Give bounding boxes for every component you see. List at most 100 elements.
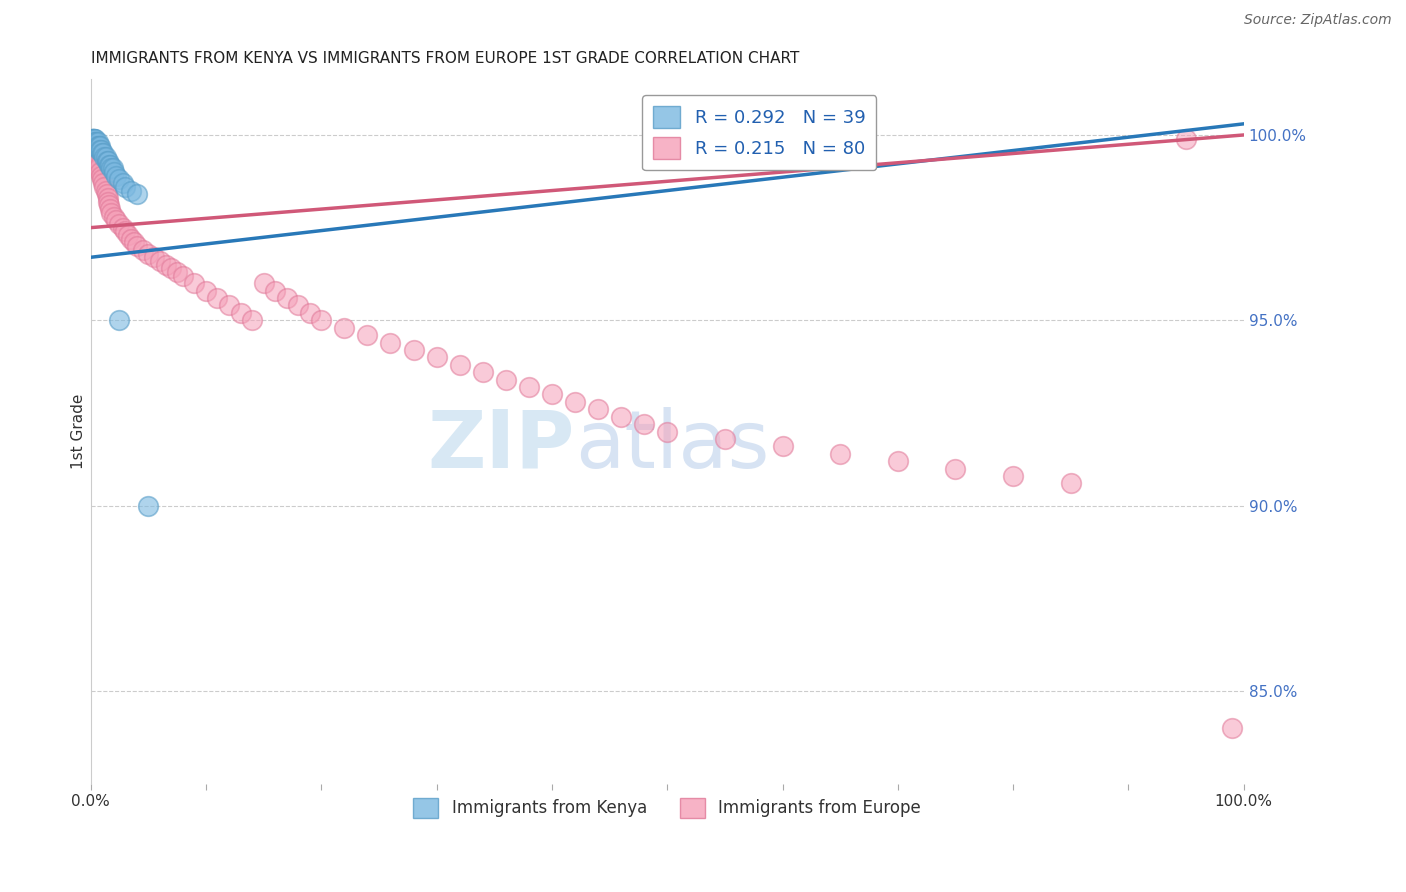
Point (136, 246, 159, 260)
Point (83, 136, 105, 150)
Point (84, 136, 107, 150)
Point (426, 351, 449, 365)
Point (82, 143, 104, 157)
Point (98, 158, 121, 172)
Point (108, 217, 131, 231)
Y-axis label: 1st Grade: 1st Grade (72, 394, 86, 469)
Point (83, 139, 105, 153)
Point (564, 395, 586, 409)
Point (657, 425, 679, 439)
Point (772, 439, 794, 453)
Point (82, 131, 104, 145)
Point (830, 447, 852, 461)
Point (87, 161, 110, 176)
Point (84, 139, 107, 153)
Point (83, 146, 105, 161)
Point (108, 313, 131, 327)
Point (149, 254, 172, 268)
Point (100, 206, 122, 220)
Point (1175, 131, 1198, 145)
Point (449, 358, 471, 372)
Point (111, 220, 134, 235)
Point (309, 313, 332, 327)
Point (1060, 476, 1083, 491)
Point (298, 306, 321, 320)
Point (111, 176, 134, 190)
Text: Source: ZipAtlas.com: Source: ZipAtlas.com (1244, 13, 1392, 28)
Point (91, 146, 114, 161)
Point (166, 265, 188, 279)
Point (117, 228, 139, 243)
Point (356, 328, 378, 343)
Text: ZIP: ZIP (427, 407, 575, 484)
Point (1220, 721, 1243, 735)
Point (136, 499, 159, 513)
Point (104, 169, 127, 183)
Point (714, 432, 737, 446)
Point (86, 139, 108, 153)
Point (633, 417, 655, 431)
Point (96, 187, 118, 202)
Point (402, 343, 425, 357)
Point (80, 136, 103, 150)
Point (86, 153, 108, 168)
Point (194, 284, 217, 298)
Point (104, 213, 127, 227)
Point (93, 150, 115, 164)
Point (91, 172, 114, 186)
Point (1002, 469, 1025, 483)
Point (80, 139, 103, 153)
Point (120, 184, 142, 198)
Point (333, 320, 356, 334)
Point (945, 461, 967, 475)
Point (83, 131, 105, 145)
Point (124, 235, 146, 250)
Point (82, 136, 104, 150)
Point (287, 298, 309, 312)
Point (495, 373, 517, 387)
Point (103, 165, 125, 179)
Legend: Immigrants from Kenya, Immigrants from Europe: Immigrants from Kenya, Immigrants from E… (406, 791, 928, 825)
Point (125, 187, 148, 202)
Point (84, 143, 107, 157)
Point (101, 161, 124, 176)
Point (84, 131, 107, 145)
Point (114, 179, 136, 194)
Point (380, 335, 402, 350)
Point (240, 313, 263, 327)
Point (86, 146, 108, 161)
Point (252, 277, 274, 291)
Point (541, 387, 564, 401)
Point (83, 131, 105, 145)
Point (98, 198, 121, 212)
Text: atlas: atlas (575, 407, 769, 484)
Point (207, 291, 229, 305)
Point (82, 136, 104, 150)
Point (87, 143, 110, 157)
Point (89, 143, 111, 157)
Point (89, 139, 111, 153)
Point (82, 131, 104, 145)
Point (229, 306, 252, 320)
Point (86, 158, 108, 172)
Point (97, 194, 120, 209)
Point (97, 153, 120, 168)
Point (98, 202, 121, 216)
Point (86, 136, 108, 150)
Point (96, 153, 118, 168)
Point (91, 176, 114, 190)
Text: IMMIGRANTS FROM KENYA VS IMMIGRANTS FROM EUROPE 1ST GRADE CORRELATION CHART: IMMIGRANTS FROM KENYA VS IMMIGRANTS FROM… (90, 51, 799, 66)
Point (87, 153, 110, 168)
Point (610, 409, 633, 424)
Point (108, 172, 131, 186)
Point (887, 454, 910, 468)
Point (471, 365, 494, 379)
Point (86, 139, 108, 153)
Point (80, 131, 103, 145)
Point (125, 239, 148, 253)
Point (100, 161, 122, 176)
Point (160, 261, 183, 276)
Point (517, 380, 540, 394)
Point (84, 150, 107, 164)
Point (143, 250, 166, 264)
